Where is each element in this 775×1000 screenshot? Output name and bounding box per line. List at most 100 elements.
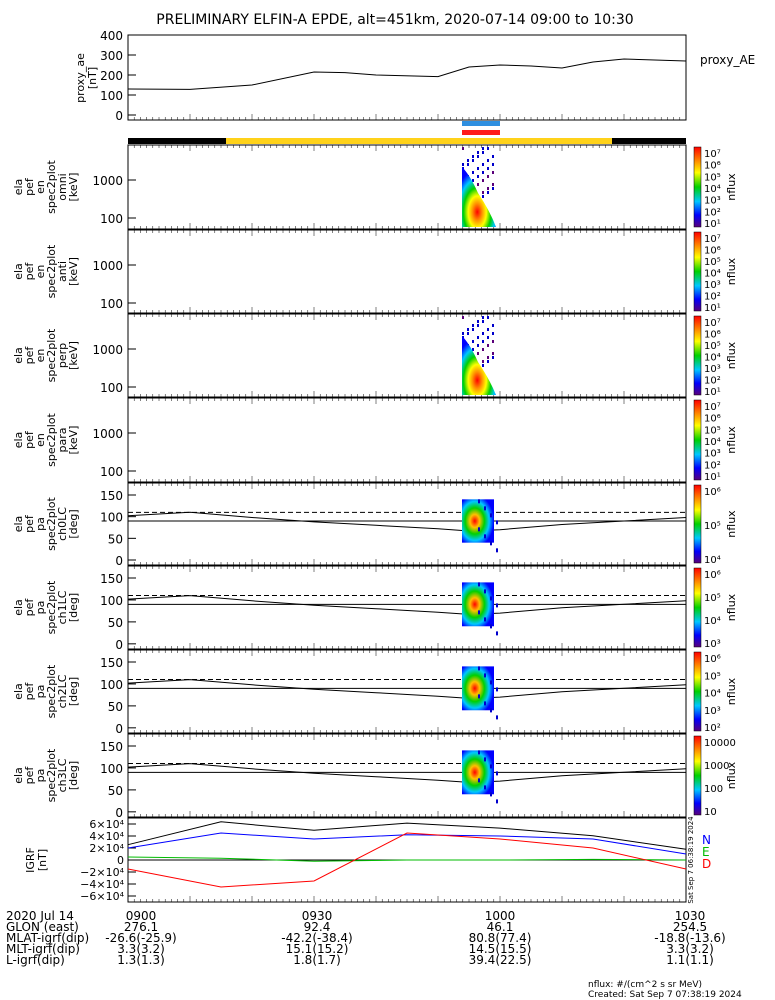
colorbar-tick-label: 10⁵: [704, 257, 721, 268]
spectrogram-cell: [482, 320, 484, 323]
spectrogram-cell: [472, 179, 474, 182]
igrf-legend-d: D: [702, 857, 711, 871]
pitch-angle-cell: [490, 792, 492, 797]
orbit-cell: -42.2(-38.4): [281, 931, 352, 945]
spectrogram-cell: [482, 332, 484, 335]
spectrogram-cell: [477, 183, 479, 186]
spectrogram-cell: [462, 332, 464, 335]
panel-ylabel-line: ela: [12, 347, 25, 364]
pitch-angle-cell: [496, 715, 498, 720]
panel-ylabel-line: en: [34, 433, 47, 447]
panel-ylabel-line: ch0LC: [56, 507, 69, 541]
proxy-ae-ytick-label: 300: [100, 49, 123, 63]
panel-ylabel-line: ela: [12, 599, 25, 616]
orbit-cell: 14.5(15.5): [469, 942, 532, 956]
spectrogram-cell: [482, 147, 484, 150]
panel-ylabel-line: pa: [34, 601, 47, 615]
panel-ytick-label: 150: [100, 656, 123, 670]
panel-ytick-label: 100: [100, 511, 123, 525]
loss-cone-line: [127, 595, 687, 615]
orbit-cell: 39.4(22.5): [469, 953, 532, 967]
spectrogram-cell: [487, 187, 489, 190]
igrf-ytick-label: 0: [117, 854, 124, 867]
colorbar: 10⁶ 10⁵ 10⁴ 10³ 10² nflux: [693, 651, 738, 734]
orbit-cell: 92.4: [304, 920, 331, 934]
spectrogram-cell: [482, 179, 484, 182]
colorbar-label: nflux: [725, 761, 738, 789]
spectrogram-cell: [492, 340, 494, 343]
panel-ytick-label: 150: [100, 740, 123, 754]
spectrogram-cell: [472, 171, 474, 174]
proxy-ae-ytick-label: 200: [100, 69, 123, 83]
spectrogram-cell: [462, 316, 464, 319]
spin-bar: [462, 121, 500, 126]
spectrogram-cell: [477, 324, 479, 327]
panel-ylabel-line: en: [34, 349, 47, 363]
spectrogram-cell: [477, 151, 479, 154]
colorbar-tick-label: 10²: [704, 292, 721, 303]
panel-ytick-label: 100: [100, 381, 123, 395]
spectrogram-energy-blob: [462, 167, 496, 227]
igrf-magnitude-line: [127, 821, 687, 850]
colorbar-tick-label: 10⁴: [704, 269, 721, 280]
spectrogram-cell: [462, 163, 464, 166]
igrf-ytick-label: 4×10⁴: [89, 830, 124, 843]
orbit-cell: 1030: [675, 909, 706, 923]
colorbar-tick-label: 10³: [704, 639, 721, 650]
pitch-angle-cell: [484, 701, 486, 706]
panel-ylabel-line: pef: [23, 177, 36, 196]
pitch-angle-cell: [490, 513, 492, 518]
pitch-angle-cell: [490, 541, 492, 546]
spectrogram-cell: [487, 356, 489, 359]
colorbar: 10000 1000 100 10 nflux: [693, 735, 738, 818]
colorbar-scale: [693, 484, 702, 564]
colorbar-tick-label: 10⁵: [704, 593, 721, 604]
panel-ylabel-line: pef: [23, 262, 36, 281]
pitch-angle-cell: [484, 589, 486, 594]
orbit-row-label: 2020 Jul 14: [6, 909, 74, 923]
spectrogram-cell: [492, 332, 494, 335]
colorbar: 10⁶ 10⁵ 10⁴ 10³ nflux: [693, 567, 738, 650]
colorbar-tick-label: 10⁵: [704, 671, 721, 682]
panel-frame: [127, 229, 687, 314]
panel-ytick-label: 0: [115, 554, 123, 568]
colorbar-scale: [693, 735, 702, 816]
colorbar-scale: [693, 146, 702, 228]
panel-ylabel-line: ela: [12, 683, 25, 700]
colorbar-tick-label: 10³: [704, 706, 721, 717]
spectrogram-cell: [477, 352, 479, 355]
panel-ytick-label: 50: [108, 784, 123, 798]
colorbar-tick-label: 10²: [704, 207, 721, 218]
panel-ylabel-line: spec2plot: [45, 748, 58, 802]
igrf-legend-n: N: [702, 833, 711, 847]
spectrogram-cell: [482, 340, 484, 343]
igrf-ylabel: IGRF: [24, 847, 37, 873]
panel-ylabel-line: ch2LC: [56, 674, 69, 708]
colorbar-tick-label: 10⁵: [704, 425, 721, 436]
spectrogram-cell: [472, 340, 474, 343]
panel-ytick-label: 100: [100, 297, 123, 311]
spectrogram-cell: [482, 364, 484, 367]
spectrogram-cell: [477, 175, 479, 178]
spectrogram-energy-blob: [462, 336, 496, 395]
pitch-angle-cell: [478, 750, 480, 755]
colorbar-tick-label: 100: [704, 784, 723, 795]
colorbar-label: nflux: [725, 677, 738, 705]
created-note: Created: Sat Sep 7 07:38:19 2024: [588, 990, 742, 1000]
pitch-angle-cell: [484, 617, 486, 622]
panel-ytick-label: 100: [100, 212, 123, 226]
colorbar-tick-label: 10³: [704, 196, 721, 207]
colorbar-tick-label: 10³: [704, 364, 721, 375]
spectrogram-cell: [472, 155, 474, 158]
pitch-angle-cell: [490, 680, 492, 685]
colorbar-tick-label: 10000: [704, 738, 736, 749]
spectrogram-cell: [487, 191, 489, 194]
fgm-bar: [462, 130, 500, 135]
spectrogram-cell: [472, 328, 474, 331]
igrf-series-N: [127, 832, 687, 855]
